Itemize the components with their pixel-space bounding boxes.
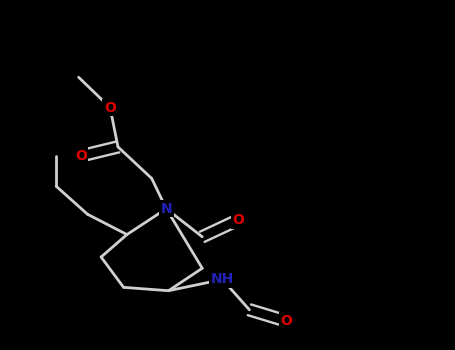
Text: N: N xyxy=(161,202,172,216)
Text: NH: NH xyxy=(211,273,234,287)
Text: O: O xyxy=(75,149,87,163)
Text: O: O xyxy=(232,213,244,227)
Text: O: O xyxy=(281,314,293,328)
Text: O: O xyxy=(104,100,116,114)
